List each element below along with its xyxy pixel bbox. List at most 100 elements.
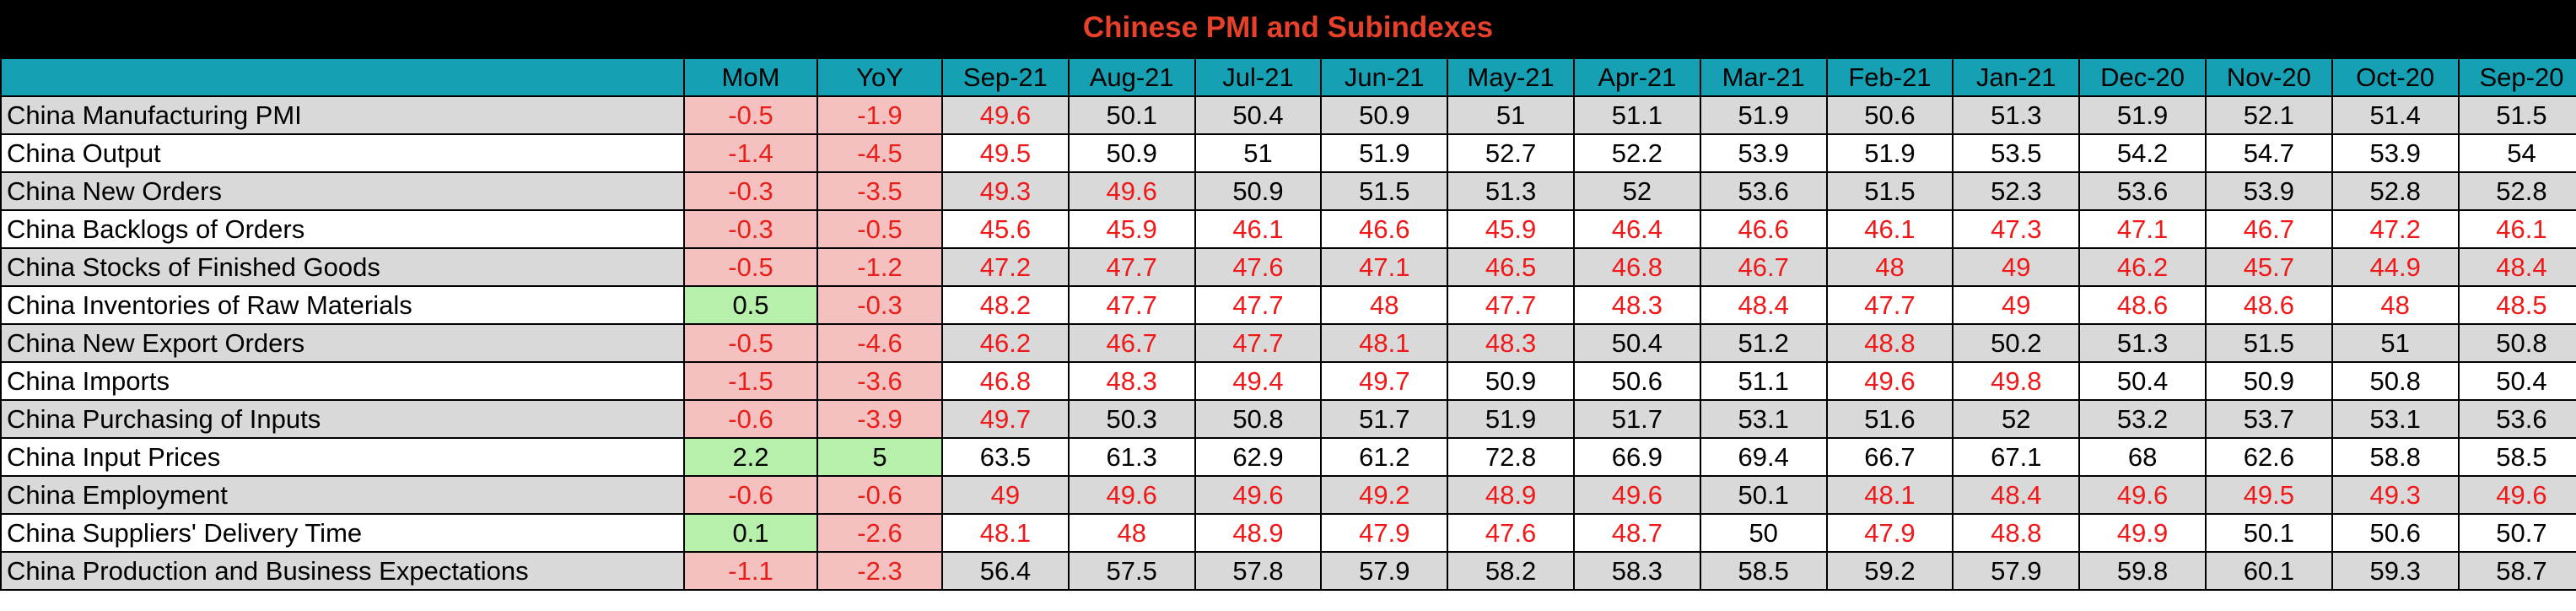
row-label: China Inventories of Raw Materials xyxy=(0,285,685,325)
value-cell: 68 xyxy=(2078,437,2207,477)
value-cell: 49.6 xyxy=(2457,475,2576,515)
value-cell: 47.7 xyxy=(1825,285,1954,325)
value-cell: 44.9 xyxy=(2331,247,2460,287)
value-cell: 49.7 xyxy=(941,399,1070,439)
value-cell: 49.6 xyxy=(1194,475,1323,515)
value-cell: 50.4 xyxy=(1572,323,1701,363)
value-cell: 47.1 xyxy=(2078,209,2207,249)
value-cell: 58.5 xyxy=(1699,551,1828,591)
value-cell: 57.9 xyxy=(1320,551,1449,591)
value-cell: 48.4 xyxy=(1699,285,1828,325)
value-cell: 53.6 xyxy=(2078,171,2207,211)
value-cell: 50.9 xyxy=(2204,361,2333,401)
value-cell: 56.4 xyxy=(941,551,1070,591)
mom-cell: 0.1 xyxy=(683,513,818,553)
value-cell: 48.3 xyxy=(1447,323,1575,363)
value-cell: 48.9 xyxy=(1194,513,1323,553)
value-cell: 47.6 xyxy=(1447,513,1575,553)
row-label: China Production and Business Expectatio… xyxy=(0,551,685,591)
value-cell: 58.2 xyxy=(1447,551,1575,591)
value-cell: 51.9 xyxy=(1447,399,1575,439)
value-cell: 47.2 xyxy=(941,247,1070,287)
header-label-cell xyxy=(0,57,685,97)
header-cell: Aug-21 xyxy=(1067,57,1196,97)
value-cell: 46.1 xyxy=(2457,209,2576,249)
header-cell: Jun-21 xyxy=(1320,57,1449,97)
value-cell: 48.3 xyxy=(1572,285,1701,325)
value-cell: 50.6 xyxy=(2331,513,2460,553)
value-cell: 57.8 xyxy=(1194,551,1323,591)
value-cell: 51.4 xyxy=(2331,95,2460,135)
value-cell: 49.3 xyxy=(2331,475,2460,515)
value-cell: 52.3 xyxy=(1952,171,2081,211)
mom-cell: -0.5 xyxy=(683,323,818,363)
value-cell: 58.8 xyxy=(2331,437,2460,477)
header-cell: May-21 xyxy=(1447,57,1575,97)
value-cell: 50.6 xyxy=(1825,95,1954,135)
value-cell: 46.4 xyxy=(1572,209,1701,249)
yoy-cell: 5 xyxy=(816,437,943,477)
row-label: China Input Prices xyxy=(0,437,685,477)
value-cell: 54.7 xyxy=(2204,133,2333,173)
value-cell: 60.1 xyxy=(2204,551,2333,591)
row-label: China New Orders xyxy=(0,171,685,211)
value-cell: 51.3 xyxy=(2078,323,2207,363)
yoy-cell: -0.5 xyxy=(816,209,943,249)
pmi-table: MoM YoY Sep-21 Aug-21 Jul-21 Jun-21 May-21 Apr-… xyxy=(0,57,2576,591)
value-cell: 52.8 xyxy=(2331,171,2460,211)
value-cell: 51.1 xyxy=(1572,95,1701,135)
value-cell: 47.6 xyxy=(1194,247,1323,287)
value-cell: 59.2 xyxy=(1825,551,1954,591)
value-cell: 50.9 xyxy=(1194,171,1323,211)
value-cell: 50.8 xyxy=(1194,399,1323,439)
value-cell: 53.6 xyxy=(2457,399,2576,439)
value-cell: 49 xyxy=(941,475,1070,515)
yoy-cell: -3.9 xyxy=(816,399,943,439)
value-cell: 49 xyxy=(1952,247,2081,287)
value-cell: 67.1 xyxy=(1952,437,2081,477)
value-cell: 46.1 xyxy=(1825,209,1954,249)
value-cell: 51.5 xyxy=(1825,171,1954,211)
mom-cell: -0.5 xyxy=(683,95,818,135)
table-row: China Imports -1.5 -3.6 46.8 48.3 49.4 49.7 50.… xyxy=(0,361,2576,401)
value-cell: 50.9 xyxy=(1067,133,1196,173)
value-cell: 48.9 xyxy=(1447,475,1575,515)
value-cell: 50.6 xyxy=(1572,361,1701,401)
value-cell: 50.3 xyxy=(1067,399,1196,439)
value-cell: 46.7 xyxy=(1699,247,1828,287)
table-row: China Production and Business Expectatio… xyxy=(0,551,2576,591)
table-row: China Employment -0.6 -0.6 49 49.6 49.6 49.2 48… xyxy=(0,475,2576,515)
row-label: China Manufacturing PMI xyxy=(0,95,685,135)
value-cell: 46.7 xyxy=(2204,209,2333,249)
header-cell: Jul-21 xyxy=(1194,57,1323,97)
value-cell: 50.9 xyxy=(1320,95,1449,135)
table-row: China Suppliers' Delivery Time 0.1 -2.6 48.… xyxy=(0,513,2576,553)
value-cell: 48 xyxy=(1067,513,1196,553)
table-row: China Stocks of Finished Goods -0.5 -1.2 47… xyxy=(0,247,2576,287)
value-cell: 53.9 xyxy=(1699,133,1828,173)
value-cell: 53.9 xyxy=(2204,171,2333,211)
header-cell: Apr-21 xyxy=(1572,57,1701,97)
value-cell: 51.3 xyxy=(1952,95,2081,135)
value-cell: 62.6 xyxy=(2204,437,2333,477)
value-cell: 51.5 xyxy=(2457,95,2576,135)
row-label: China Employment xyxy=(0,475,685,515)
value-cell: 48.1 xyxy=(1825,475,1954,515)
value-cell: 47.7 xyxy=(1067,247,1196,287)
value-cell: 47.9 xyxy=(1320,513,1449,553)
mom-cell: -1.5 xyxy=(683,361,818,401)
value-cell: 52.2 xyxy=(1572,133,1701,173)
yoy-cell: -1.9 xyxy=(816,95,943,135)
value-cell: 49.6 xyxy=(1067,171,1196,211)
table-title: Chinese PMI and Subindexes xyxy=(1082,11,1494,44)
value-cell: 45.9 xyxy=(1067,209,1196,249)
value-cell: 51.2 xyxy=(1699,323,1828,363)
table-row: China Output -1.4 -4.5 49.5 50.9 51 51.9 52.7 52… xyxy=(0,133,2576,173)
table-body: China Manufacturing PMI -0.5 -1.9 49.6 50.1 5… xyxy=(0,95,2576,591)
value-cell: 58.3 xyxy=(1572,551,1701,591)
value-cell: 53.1 xyxy=(2331,399,2460,439)
value-cell: 46.8 xyxy=(941,361,1070,401)
table-row: China Backlogs of Orders -0.3 -0.5 45.6 45.9… xyxy=(0,209,2576,249)
yoy-cell: -1.2 xyxy=(816,247,943,287)
value-cell: 51.7 xyxy=(1320,399,1449,439)
